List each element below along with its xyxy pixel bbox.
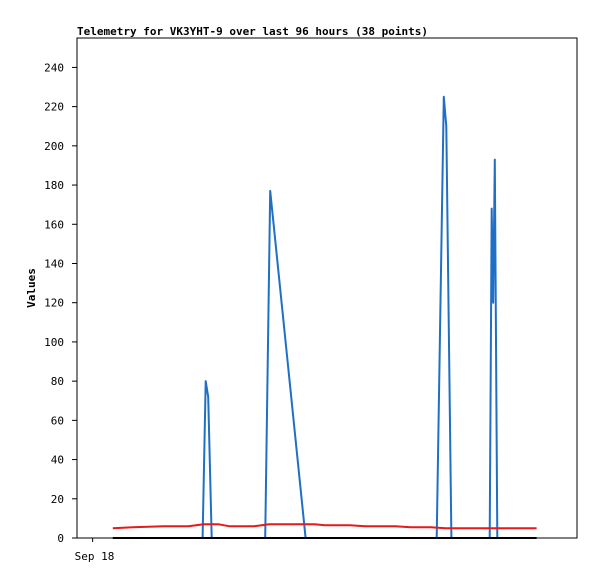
y-tick-label: 100 <box>44 336 64 349</box>
y-tick-label: 60 <box>51 414 64 427</box>
y-tick-label: 20 <box>51 493 64 506</box>
y-tick-label: 120 <box>44 297 64 310</box>
y-tick-label: 140 <box>44 257 64 270</box>
y-tick-label: 200 <box>44 140 64 153</box>
y-axis-label: Values <box>25 268 38 308</box>
y-tick-label: 40 <box>51 454 64 467</box>
plot-area-frame <box>76 37 578 539</box>
x-axis: Sep 18 <box>75 538 115 563</box>
y-tick-label: 0 <box>57 532 64 545</box>
y-tick-label: 160 <box>44 218 64 231</box>
series-line-0 <box>187 95 506 539</box>
y-tick-label: 80 <box>51 375 64 388</box>
y-tick-label: 240 <box>44 61 64 74</box>
y-tick-label: 180 <box>44 179 64 192</box>
y-tick-label: 220 <box>44 101 64 114</box>
chart-title: Telemetry for VK3YHT-9 over last 96 hour… <box>77 25 428 38</box>
series-layer <box>112 95 537 539</box>
y-axis: 0 20 40 60 80 100 120 140 160 180 200 220 240 <box>44 61 77 545</box>
x-tick-label: Sep 18 <box>75 550 115 563</box>
series-line-1 <box>112 523 537 530</box>
